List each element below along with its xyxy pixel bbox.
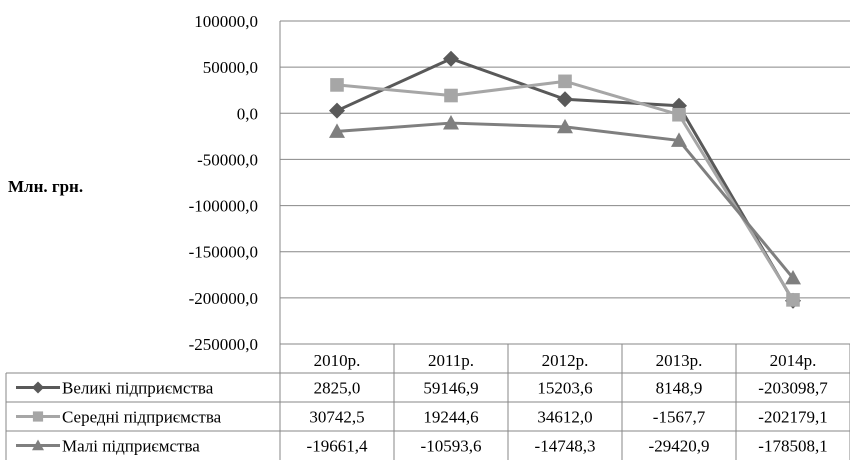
- data-label: -29420,9: [649, 437, 710, 456]
- y-axis-label: Млн. грн.: [8, 177, 83, 196]
- y-tick-label: 50000,0: [203, 58, 258, 77]
- data-label: 30742,5: [309, 408, 364, 427]
- x-tick-label: 2014р.: [770, 351, 817, 370]
- y-tick-label: 100000,0: [194, 12, 258, 31]
- series-line: [336, 79, 795, 301]
- data-point: [32, 439, 44, 451]
- data-label: 2825,0: [314, 379, 361, 398]
- data-label: -203098,7: [758, 379, 828, 398]
- data-point: [443, 115, 459, 130]
- data-point: [785, 270, 801, 285]
- legend-label: Малі підприємства: [62, 437, 200, 456]
- y-tick-label: -200000,0: [189, 289, 258, 308]
- data-point: [786, 293, 800, 307]
- data-point: [329, 123, 345, 138]
- data-label: 59146,9: [423, 379, 478, 398]
- series-line: [336, 121, 795, 279]
- data-point: [672, 107, 686, 122]
- legend-label: Середні підприємства: [62, 408, 222, 427]
- y-tick-label: -250000,0: [189, 335, 258, 354]
- x-tick-label: 2011р.: [428, 351, 474, 370]
- y-tick-label: -150000,0: [189, 243, 258, 262]
- x-tick-label: 2013р.: [656, 351, 703, 370]
- data-label: 34612,0: [537, 408, 592, 427]
- data-label: -178508,1: [758, 437, 827, 456]
- x-tick-label: 2012р.: [542, 351, 589, 370]
- legend-label: Великі підприємства: [62, 379, 214, 398]
- data-point: [558, 74, 572, 89]
- data-label: -202179,1: [758, 408, 827, 427]
- data-table: 2010р. 2011р. 2012р. 2013р. 2014р. Великі під…: [5, 21, 850, 460]
- data-point: [671, 132, 687, 147]
- data-label: 19244,6: [423, 408, 478, 427]
- data-point: [32, 381, 44, 394]
- y-axis: 100000,0 50000,0 0,0 -50000,0 -100000,0 -1500…: [189, 12, 258, 354]
- grid: [280, 20, 850, 345]
- data-label: -1567,7: [653, 408, 706, 427]
- data-point: [32, 411, 44, 422]
- data-point: [330, 78, 344, 92]
- y-tick-label: -100000,0: [189, 197, 258, 216]
- data-point: [557, 91, 573, 108]
- data-point: [557, 118, 573, 134]
- data-label: 8148,9: [656, 379, 703, 398]
- data-label: -19661,4: [307, 437, 368, 456]
- y-tick-label: 0,0: [237, 104, 258, 123]
- y-tick-label: -50000,0: [197, 150, 258, 169]
- data-label: -14748,3: [535, 437, 596, 456]
- data-point: [444, 88, 458, 103]
- data-point: [329, 102, 345, 119]
- plot-area: [329, 50, 801, 309]
- x-tick-label: 2010р.: [314, 351, 361, 370]
- data-label: -10593,6: [421, 437, 482, 456]
- data-label: 15203,6: [537, 379, 592, 398]
- data-point: [443, 50, 459, 67]
